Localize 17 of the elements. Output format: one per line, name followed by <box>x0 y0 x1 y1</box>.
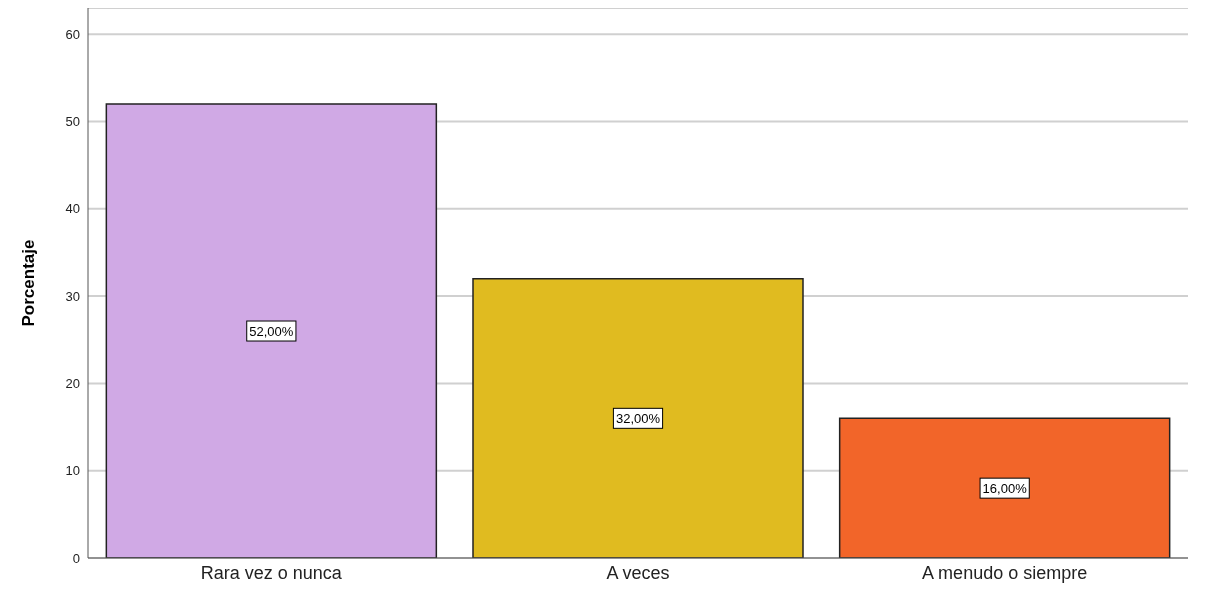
y-tick-label: 30 <box>65 288 80 304</box>
data-label: 16,00% <box>982 480 1028 496</box>
x-tick-label: A menudo o siempre <box>922 562 1088 583</box>
y-axis-title: Porcentaje <box>19 239 39 327</box>
bar <box>838 417 1171 558</box>
bar <box>105 103 438 558</box>
data-label: 32,00% <box>615 410 661 426</box>
y-tick-label: 60 <box>65 26 80 42</box>
data-label: 52,00% <box>249 323 294 339</box>
x-tick-label: Rara vez o nunca <box>200 562 343 583</box>
x-tick-label: A veces <box>606 562 670 583</box>
y-tick-label: 40 <box>65 201 80 217</box>
bar <box>472 277 804 558</box>
y-tick-label: 10 <box>65 463 80 479</box>
y-tick-label: 0 <box>72 550 80 566</box>
y-tick-label: 50 <box>65 114 80 130</box>
y-tick-label: 20 <box>65 376 80 392</box>
